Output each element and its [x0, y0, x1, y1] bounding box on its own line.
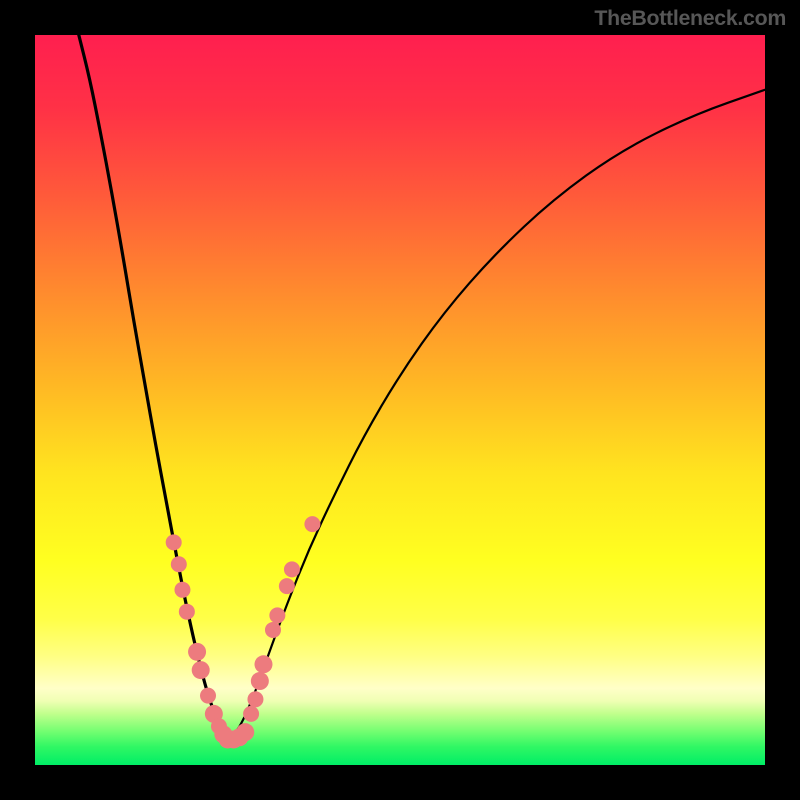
data-marker	[236, 723, 254, 741]
data-marker	[254, 655, 272, 673]
data-marker	[174, 582, 190, 598]
chart-svg	[0, 0, 800, 800]
data-marker	[200, 688, 216, 704]
data-marker	[243, 706, 259, 722]
chart-background	[35, 35, 765, 765]
data-marker	[265, 622, 281, 638]
data-marker	[188, 643, 206, 661]
data-marker	[171, 556, 187, 572]
data-marker	[247, 691, 263, 707]
bottleneck-chart: TheBottleneck.com	[0, 0, 800, 800]
data-marker	[284, 561, 300, 577]
data-marker	[269, 607, 285, 623]
data-marker	[192, 661, 210, 679]
data-marker	[304, 516, 320, 532]
data-marker	[251, 672, 269, 690]
data-marker	[166, 534, 182, 550]
data-marker	[179, 604, 195, 620]
data-marker	[279, 578, 295, 594]
